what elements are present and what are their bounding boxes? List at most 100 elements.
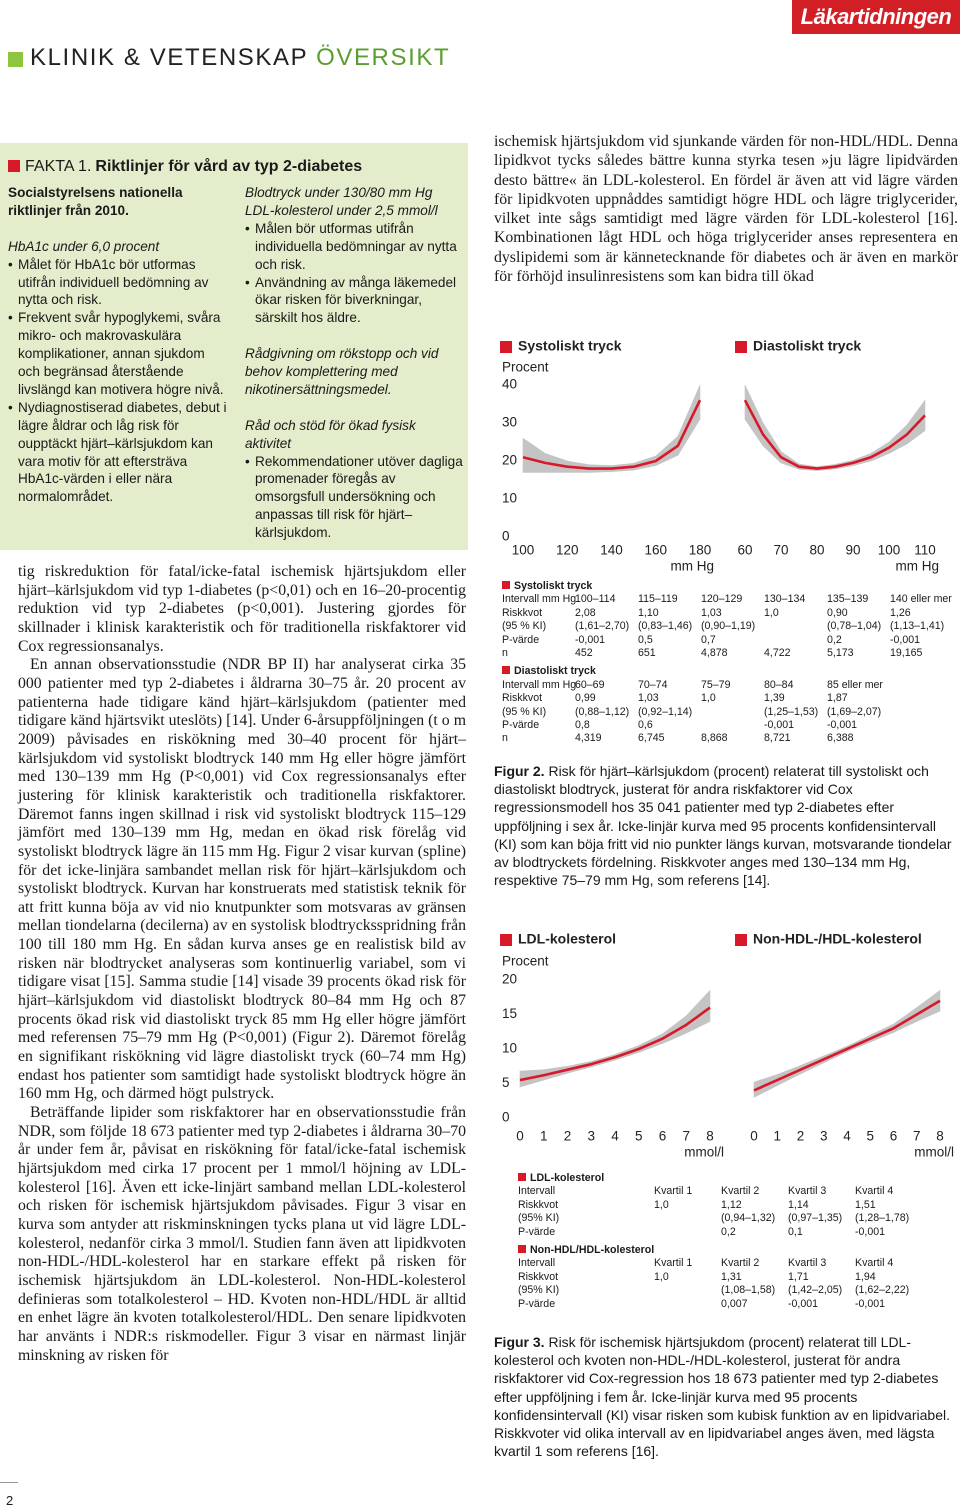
- x-tick-label: 1: [540, 1129, 548, 1144]
- confidence-band: [916, 989, 941, 1022]
- table-cell: -0,001: [827, 719, 858, 732]
- section-marker: [8, 52, 23, 67]
- table-cell: 8,868: [701, 732, 728, 745]
- x-tick-label: 8: [706, 1129, 714, 1144]
- table-cell: (0,92–1,14): [638, 705, 693, 718]
- fact-bullet: Målet för HbA1c bör utformas utifrån ind…: [8, 256, 230, 310]
- table-cell: 0,99: [575, 692, 596, 705]
- table-group-label: Systoliskt tryck: [514, 580, 593, 592]
- table-cell: (1,28–1,78): [855, 1212, 910, 1225]
- table-cell: (0,83–1,46): [638, 620, 693, 633]
- fact-subheading: Rådgivning om rökstopp och vid behov kom…: [245, 346, 439, 397]
- legend-swatch: [500, 341, 512, 353]
- row-label: Intervall: [518, 1185, 556, 1198]
- table-cell: 1,14: [788, 1198, 809, 1211]
- legend-label: Diastoliskt tryck: [753, 338, 861, 354]
- table-row: P-värde -0,001 0,5 0,7 0,2 -0,001: [502, 634, 958, 647]
- x-tick-label: 100: [512, 543, 535, 558]
- table-group-title: Diastoliskt tryck: [502, 665, 958, 678]
- table-cell: 1,26: [890, 606, 911, 619]
- x-tick-label: 4: [611, 1129, 619, 1144]
- table-cell: (1,61–2,70): [575, 620, 630, 633]
- section-name: KLINIK & VETENSKAP: [30, 44, 308, 71]
- y-tick-label: 0: [502, 529, 510, 544]
- table-cell: -0,001: [575, 633, 606, 646]
- confidence-band: [522, 437, 546, 473]
- confidence-band: [662, 1015, 687, 1044]
- table-row: Riskkvot 1,0 1,31 1,71 1,94: [518, 1271, 958, 1284]
- table-row: Riskkvot 2,08 1,10 1,03 1,0 0,90 1,26: [502, 607, 958, 620]
- table-marker: [518, 1173, 526, 1181]
- x-tick-label: 0: [516, 1129, 524, 1144]
- table-cell: Kvartil 3: [788, 1257, 827, 1270]
- risk-curve: [519, 1006, 711, 1082]
- table-cell: 0,1: [788, 1225, 803, 1238]
- table-cell: (1,69–2,07): [827, 705, 882, 718]
- y-tick-label: 10: [502, 491, 517, 506]
- x-tick-label: 60: [737, 543, 752, 558]
- table-row: (95 % KI) (0,88–1,12) (0,92–1,14) (1,25–1,5…: [502, 706, 958, 719]
- table-group-title: LDL-kolesterol: [518, 1172, 958, 1185]
- table-row: Riskkvot 1,0 1,12 1,14 1,51: [518, 1199, 958, 1212]
- table-marker: [502, 666, 510, 675]
- logo: Läkartidningen: [792, 0, 960, 34]
- table-cell: [654, 1226, 721, 1239]
- row-label: Riskkvot: [502, 606, 543, 619]
- table-cell: 0,2: [721, 1225, 736, 1238]
- confidence-band: [655, 435, 679, 467]
- figure-chart: Systoliskt tryck Procent 0 10 20 30 40 100 120 14…: [500, 338, 940, 574]
- table-cell: 19,165: [890, 647, 923, 660]
- table-row: P-värde 0,8 0,6 -0,001 -0,001: [502, 719, 958, 732]
- legend-swatch: [735, 934, 747, 946]
- figure-table: LDL-kolesterol Intervall Kvartil 1 Kvartil …: [518, 1172, 958, 1311]
- table-cell: 1,71: [788, 1270, 809, 1283]
- table-group-title: Systoliskt tryck: [502, 580, 958, 593]
- table-cell: 1,94: [855, 1270, 876, 1283]
- risk-curve: [522, 399, 702, 470]
- table-cell: 1,12: [721, 1198, 742, 1211]
- table-marker: [518, 1245, 526, 1254]
- row-label: Intervall mm Hg: [502, 678, 577, 691]
- table-row: Intervall Kvartil 1 Kvartil 2 Kvartil 3 Kvar…: [518, 1185, 958, 1198]
- row-label: n: [502, 732, 508, 745]
- risk-curve: [743, 399, 926, 470]
- figure-table: Systoliskt tryck Intervall mm Hg 100–114 11…: [502, 580, 958, 746]
- row-label: P-värde: [502, 633, 540, 646]
- table-row: Intervall mm Hg 100–114 115–119 120–129 130–…: [502, 593, 958, 606]
- x-tick-label: 110: [914, 543, 936, 558]
- fact-column: Blodtryck under 130/80 mm Hg LDL-kolester…: [245, 184, 463, 542]
- table-cell: (1,13–1,41): [890, 620, 945, 633]
- body-column: ischemisk hjärtsjukdom vid sjunkande vär…: [494, 132, 958, 286]
- table-row: n 452 651 4,878 4,722 5,173 19,165: [502, 647, 958, 660]
- caption-text: Risk för ischemisk hjärtsjukdom (procent…: [494, 1334, 950, 1460]
- x-tick-label: 90: [845, 543, 860, 558]
- legend-label: Non-HDL-/HDL-kolesterol: [753, 931, 922, 947]
- table-row: (95 % KI) (1,61–2,70) (0,83–1,46) (0,90–1,1…: [502, 620, 958, 633]
- x-tick-label: 3: [820, 1129, 828, 1144]
- table-cell: -0,001: [890, 633, 921, 646]
- table-cell: 0,5: [638, 633, 653, 646]
- row-label: n: [502, 647, 508, 660]
- fact-subheading: HbA1c under 6,0 procent: [8, 238, 160, 254]
- table-cell: Kvartil 2: [721, 1257, 760, 1270]
- row-label: (95 % KI): [502, 620, 547, 633]
- table-cell: (1,62–2,22): [855, 1284, 910, 1297]
- table-row: (95% KI) (1,08–1,58) (1,42–2,05) (1,62–2,22…: [518, 1284, 958, 1297]
- table-cell: Kvartil 1: [654, 1257, 693, 1270]
- fact-subheading: LDL-kolesterol under 2,5 mmol/l: [245, 202, 438, 218]
- y-tick-label: 0: [502, 1110, 510, 1125]
- x-axis-unit: mm Hg: [896, 559, 940, 574]
- table-cell: (0,94–1,32): [721, 1212, 776, 1225]
- figure-caption: Figur 3. Risk för ischemisk hjärtsjukdom…: [494, 1333, 956, 1460]
- x-tick-label: 6: [890, 1129, 898, 1144]
- row-label: P-värde: [518, 1297, 556, 1310]
- x-tick-label: 80: [809, 543, 824, 558]
- table-cell: 4,878: [701, 647, 728, 660]
- table-cell: 0,8: [575, 719, 590, 732]
- table-cell: 1,51: [855, 1198, 876, 1211]
- table-cell: (0,88–1,12): [575, 705, 630, 718]
- table-cell: 0,2: [827, 633, 842, 646]
- legend-label: Systoliskt tryck: [518, 338, 622, 354]
